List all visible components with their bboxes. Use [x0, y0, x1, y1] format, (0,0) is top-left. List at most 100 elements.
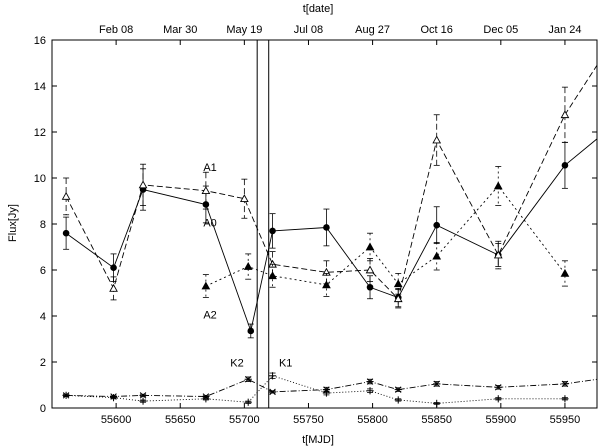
annotation-k1: K1	[279, 358, 292, 370]
data-point	[323, 224, 330, 231]
data-point	[393, 279, 403, 288]
data-point	[202, 395, 210, 403]
data-point-stroke	[433, 380, 440, 388]
x-tick-label: 55800	[357, 414, 388, 426]
data-point	[109, 283, 118, 292]
y-tick-label: 10	[34, 173, 46, 185]
data-point	[244, 376, 252, 383]
annotation-k2: K2	[230, 358, 243, 370]
data-point	[109, 394, 118, 402]
data-point	[244, 398, 252, 406]
annotation-a1: A1	[203, 162, 216, 174]
series-line	[65, 65, 598, 300]
data-point	[268, 271, 277, 280]
series-layer	[61, 65, 598, 407]
top-tick-label: Aug 27	[355, 24, 390, 36]
axes-layer: 0 2 4 6 8 10 12 14 16 55600 55650 55700 55750 55800 55…	[34, 24, 598, 426]
data-point	[560, 268, 570, 277]
data-point	[365, 242, 375, 251]
labels-layer: Flux[Jy] t[MJD] t[date] A1 A0 A2 K2 K1	[7, 3, 334, 446]
y-tick-label: 2	[40, 357, 46, 369]
data-point	[366, 378, 374, 385]
y-tick-label: 12	[34, 127, 46, 139]
x-tick-label: 55600	[101, 414, 132, 426]
annotation-a0: A0	[203, 217, 216, 229]
data-point	[560, 110, 570, 119]
data-point	[268, 388, 277, 396]
series-line	[66, 375, 565, 404]
y-tick-label: 8	[40, 219, 46, 231]
series-a2	[201, 166, 570, 299]
data-point	[561, 395, 569, 403]
error-bar	[561, 260, 568, 287]
data-point	[247, 327, 255, 335]
data-point	[366, 283, 374, 291]
y-tick-label: 6	[40, 265, 46, 277]
series-k1	[62, 372, 569, 407]
x-tick-label: 55650	[165, 414, 196, 426]
data-point	[365, 265, 375, 274]
data-point-stroke	[244, 376, 252, 383]
data-point	[393, 294, 403, 303]
data-point	[322, 389, 331, 397]
data-point	[110, 264, 117, 272]
data-point	[201, 186, 211, 194]
data-point	[269, 227, 276, 235]
y-tick-label: 14	[34, 81, 46, 93]
x-axis-title: t[MJD]	[302, 434, 334, 446]
y-tick-label: 0	[40, 403, 46, 415]
data-point	[433, 399, 441, 407]
series-k2	[62, 376, 598, 400]
data-point	[432, 135, 442, 144]
top-tick-label: Dec 05	[483, 24, 518, 36]
data-point	[433, 221, 441, 229]
data-point	[394, 386, 402, 393]
data-point	[139, 392, 147, 399]
x-tick-label: 55700	[229, 414, 260, 426]
y-tick-label: 4	[40, 311, 46, 323]
x-tick-label: 55900	[486, 414, 517, 426]
top-tick-label: Jul 08	[294, 24, 323, 36]
error-bar	[495, 166, 502, 207]
top-axis-title: t[date]	[303, 3, 334, 15]
data-point	[243, 262, 253, 270]
data-point-stroke	[269, 388, 276, 396]
plot-frame	[51, 39, 598, 409]
data-point	[268, 372, 277, 380]
series-a1	[61, 65, 598, 309]
error-bar	[367, 232, 374, 262]
data-point	[433, 380, 441, 388]
data-point	[61, 191, 71, 200]
error-bar	[245, 253, 252, 280]
data-point	[201, 281, 211, 290]
data-point-stroke	[495, 384, 502, 391]
series-line	[205, 185, 566, 287]
data-point	[493, 250, 503, 259]
data-point	[561, 162, 569, 169]
data-point-stroke	[139, 392, 147, 399]
top-tick-label: Jan 24	[548, 24, 581, 36]
y-tick-label: 16	[34, 35, 46, 47]
error-bar	[433, 114, 440, 166]
data-point-stroke	[395, 386, 402, 393]
data-point	[561, 380, 569, 388]
top-tick-label: May 19	[226, 24, 262, 36]
annotation-a2: A2	[203, 309, 216, 321]
data-point	[322, 280, 331, 289]
top-tick-label: Oct 16	[421, 24, 453, 36]
x-tick-label: 55750	[293, 414, 324, 426]
y-axis-title: Flux[Jy]	[7, 204, 19, 242]
top-tick-label: Feb 08	[99, 24, 133, 36]
data-point-stroke	[561, 380, 569, 388]
data-point	[139, 397, 147, 405]
top-tick-label: Mar 30	[163, 24, 197, 36]
data-point	[494, 384, 502, 391]
data-point-stroke	[366, 378, 374, 385]
data-point	[62, 391, 70, 399]
series-line	[65, 138, 598, 333]
data-point	[366, 387, 374, 395]
data-point	[494, 395, 502, 403]
x-tick-label: 55850	[421, 414, 452, 426]
data-point	[138, 180, 148, 189]
